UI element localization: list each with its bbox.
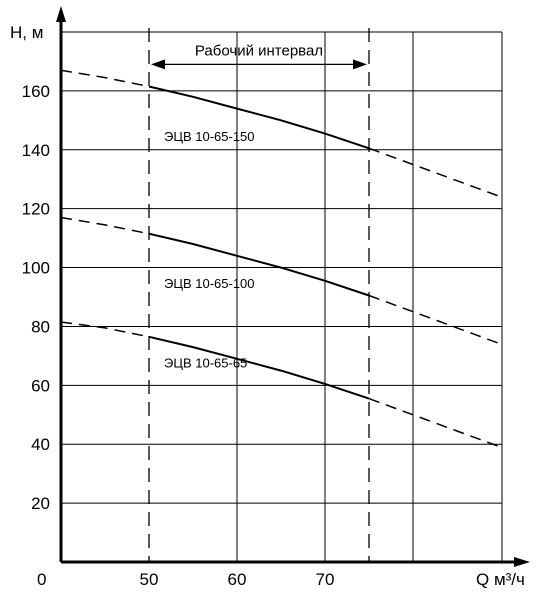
series-2-curve-solid bbox=[148, 232, 370, 297]
series-3-curve-left-dashed bbox=[60, 321, 150, 338]
x-tick-label-60: 60 bbox=[228, 570, 247, 589]
y-axis-title: H, м bbox=[10, 23, 43, 42]
y-tick-label-120: 120 bbox=[22, 200, 50, 219]
labels: H, м Q м³/ч 0 ЭЦВ 10-65-150 ЭЦВ 10-65-100… bbox=[10, 23, 525, 589]
axes bbox=[56, 6, 530, 567]
y-axis-arrow bbox=[56, 6, 66, 22]
series-1-curve-right-dashed bbox=[368, 147, 502, 198]
series-1-curve-solid bbox=[148, 85, 370, 150]
y-tick-label-80: 80 bbox=[31, 317, 50, 336]
interval-arrow-head-right bbox=[353, 59, 367, 70]
x-axis-arrow bbox=[514, 557, 530, 567]
y-tick-label-140: 140 bbox=[22, 141, 50, 160]
y-tick-label-40: 40 bbox=[31, 435, 50, 454]
series-3-curve-solid bbox=[148, 335, 370, 400]
y-tick-label-160: 160 bbox=[22, 82, 50, 101]
series-1-curve-left-dashed bbox=[60, 69, 150, 88]
series-2-curve-left-dashed bbox=[60, 216, 150, 235]
interval-arrow-head-left bbox=[151, 59, 165, 70]
origin-label: 0 bbox=[37, 570, 46, 589]
interval-label: Рабочий интервал bbox=[195, 43, 323, 60]
series-curves bbox=[60, 69, 502, 448]
series-3-label: ЭЦВ 10-65-65 bbox=[164, 356, 247, 371]
working-interval: Рабочий интервал bbox=[148, 28, 370, 562]
y-tick-label-20: 20 bbox=[31, 494, 50, 513]
x-tick-label-70: 70 bbox=[316, 570, 335, 589]
y-tick-label-100: 100 bbox=[22, 259, 50, 278]
x-axis-title: Q м³/ч bbox=[476, 570, 525, 589]
series-3-curve-right-dashed bbox=[368, 397, 502, 448]
series-2-curve-right-dashed bbox=[368, 294, 502, 345]
y-tick-label-60: 60 bbox=[31, 376, 50, 395]
x-tick-label-50: 50 bbox=[140, 570, 159, 589]
series-1-label: ЭЦВ 10-65-150 bbox=[164, 129, 255, 144]
grid bbox=[61, 31, 503, 562]
series-2-label: ЭЦВ 10-65-100 bbox=[164, 276, 255, 291]
